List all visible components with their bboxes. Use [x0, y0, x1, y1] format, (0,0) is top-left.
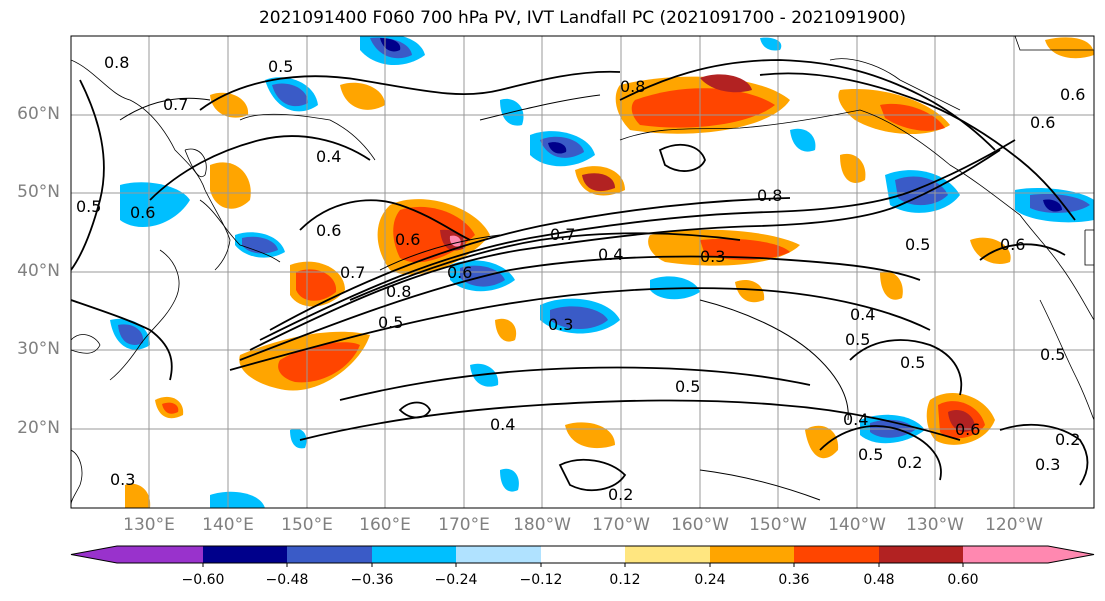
- colorbar-tick-label: 0.36: [778, 572, 810, 588]
- contour-label: 0.6: [316, 221, 341, 240]
- lon-label: 160°W: [671, 515, 729, 535]
- colorbar-cell: [963, 546, 1094, 563]
- lon-label: 150°W: [749, 515, 807, 535]
- colorbar-cell: [879, 546, 963, 563]
- lon-label: 180°W: [513, 515, 571, 535]
- contour-label: 0.5: [905, 235, 930, 254]
- colorbar-tick-label: −0.60: [181, 572, 225, 588]
- colorbar-tick-label: 0.48: [863, 572, 895, 588]
- coastlines: [71, 36, 1094, 506]
- contour-label: 0.8: [757, 186, 782, 205]
- contour-label: 0.5: [76, 197, 101, 216]
- lon-label: 140°E: [202, 515, 254, 535]
- contour-label: 0.7: [550, 225, 575, 244]
- colorbar-tick-label: −0.24: [434, 572, 478, 588]
- contour-label: 0.4: [843, 410, 868, 429]
- contour-label: 0.3: [110, 470, 135, 489]
- contour-label: 0.4: [490, 415, 515, 434]
- lon-label: 160°E: [359, 515, 411, 535]
- colorbar-cell: [794, 546, 879, 563]
- lat-label: 20°N: [17, 418, 60, 438]
- contour-label: 0.5: [845, 330, 870, 349]
- contour-label: 0.4: [850, 305, 875, 324]
- colorbar-cell: [71, 546, 203, 563]
- lat-label: 30°N: [17, 339, 60, 359]
- contour-label: 0.2: [608, 485, 633, 504]
- colorbar-cell: [541, 546, 625, 563]
- contour-label: 0.7: [163, 95, 188, 114]
- contour-label: 0.6: [1060, 85, 1085, 104]
- contour-label: 0.4: [316, 147, 341, 166]
- contour-label: 0.3: [700, 247, 725, 266]
- contour-label: 0.3: [548, 315, 573, 334]
- contour-label: 0.3: [1035, 455, 1060, 474]
- pv-contours: [71, 59, 1089, 492]
- colorbar-tick-label: −0.36: [350, 572, 394, 588]
- lon-label: 140°W: [828, 515, 886, 535]
- lat-label: 60°N: [17, 104, 60, 124]
- contour-label: 0.5: [675, 377, 700, 396]
- lon-label: 170°W: [592, 515, 650, 535]
- contour-label: 0.5: [858, 445, 883, 464]
- colorbar-cell: [203, 546, 287, 563]
- lon-label: 120°W: [985, 515, 1043, 535]
- map-title: 2021091400 F060 700 hPa PV, IVT Landfall…: [258, 8, 906, 28]
- colorbar-tick-label: 0.12: [609, 572, 641, 588]
- lat-label: 40°N: [17, 261, 60, 281]
- contour-label: 0.6: [1030, 113, 1055, 132]
- contour-label: 0.2: [897, 453, 922, 472]
- contour-label: 0.8: [620, 77, 645, 96]
- colorbar-cell: [287, 546, 372, 563]
- pv-contours-thin: [119, 94, 849, 501]
- contour-label: 0.5: [378, 313, 403, 332]
- contour-label: 0.6: [1000, 235, 1025, 254]
- colorbar-tick-label: −0.12: [519, 572, 563, 588]
- colorbar-tick-label: −0.48: [265, 572, 309, 588]
- contour-label: 0.5: [900, 353, 925, 372]
- colorbar-tick-label: 0.60: [947, 572, 979, 588]
- contour-label: 0.8: [386, 282, 411, 301]
- colorbar-cell: [710, 546, 794, 563]
- contour-label: 0.6: [955, 420, 980, 439]
- lat-label: 50°N: [17, 182, 60, 202]
- colorbar-cell: [372, 546, 456, 563]
- contour-label: 0.2: [1055, 430, 1080, 449]
- contour-label: 0.5: [268, 57, 293, 76]
- contour-label: 0.7: [340, 263, 365, 282]
- contour-label: 0.4: [598, 245, 623, 264]
- contour-label: 0.6: [395, 230, 420, 249]
- contour-label: 0.6: [130, 203, 155, 222]
- contour-label: 0.6: [447, 263, 472, 282]
- pv-map: 0.8 0.5 0.7 0.4 0.8 0.5 0.6 0.6 0.6 0.7 …: [70, 35, 1095, 509]
- lon-label: 170°E: [438, 515, 490, 535]
- colorbar-cell: [456, 546, 541, 563]
- contour-label-layer: 0.8 0.5 0.7 0.4 0.8 0.5 0.6 0.6 0.6 0.7 …: [76, 53, 1085, 504]
- colorbar-cell: [625, 546, 710, 563]
- colorbar-tick-label: 0.24: [694, 572, 726, 588]
- lon-label: 150°E: [281, 515, 333, 535]
- contour-label: 0.8: [104, 53, 129, 72]
- contour-label: 0.5: [1040, 345, 1065, 364]
- lon-label: 130°W: [906, 515, 964, 535]
- shading-layer: [110, 36, 1094, 508]
- lon-label: 130°E: [123, 515, 175, 535]
